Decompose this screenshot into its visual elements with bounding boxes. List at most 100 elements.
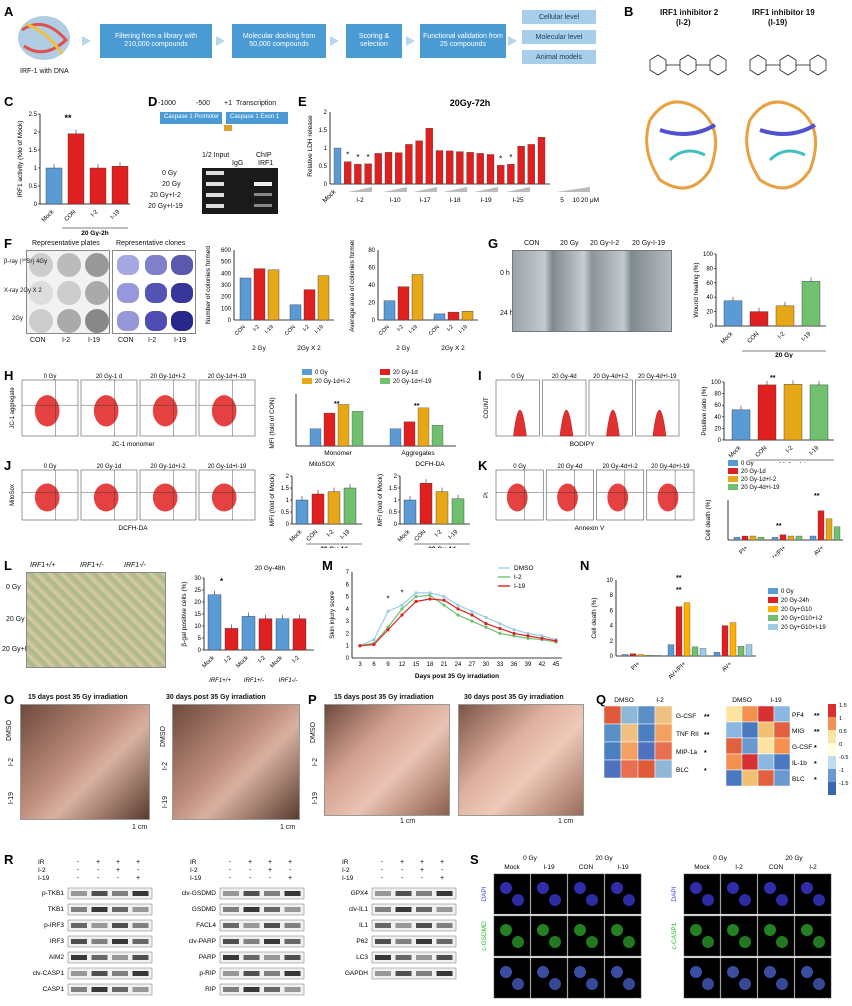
r-blot-band [416, 923, 432, 928]
s-nucleus [776, 936, 788, 948]
c-tick-label: 2 [34, 130, 38, 136]
h-bar [351, 411, 364, 447]
panel-n-letter: N [580, 558, 590, 573]
s-nucleus [813, 936, 825, 948]
r-blot-band [395, 891, 412, 896]
outcome-molecular: Molecular level [522, 30, 596, 44]
h-legend-label: 20 Gy-1d+I-2 [315, 379, 351, 385]
g-category-label: Mock [720, 330, 735, 345]
o-title-15d: 15 days post 35 Gy irradiation [28, 694, 128, 701]
r-blot-band [223, 939, 239, 944]
s-col-label: Mock [504, 864, 520, 871]
n-bar [653, 655, 661, 657]
j-ylabel: MitoSox [10, 484, 16, 506]
q-heatmap-cell [603, 705, 622, 725]
q-heatmap-cell [637, 741, 656, 761]
r-blot-band [284, 971, 301, 976]
f2-bar [447, 311, 460, 321]
j2-title: DCFH-DA [415, 461, 445, 468]
r-treatment-mark: - [77, 867, 80, 874]
j-plot-title: 20 Gy-1d+I-2 [150, 464, 186, 470]
chart-k-cell-death: 0 Gy 20 Gy-1d 20 Gy-1d+I-2 20 Gy-4d+I-19 Cel… [705, 460, 843, 558]
r-blot-frame [371, 903, 457, 916]
h-bar [417, 407, 430, 447]
s-row-label: Merge [481, 968, 488, 987]
e-dose-legend-label: 20 μM [581, 197, 599, 204]
j-dot-cloud [211, 483, 237, 512]
j2-tick-label: 0.5 [389, 510, 398, 516]
k-bar [757, 537, 765, 541]
m-point [400, 613, 404, 617]
panel-j-letter: J [4, 458, 12, 473]
j1-ylabel: MFI (fold of Mock) [269, 474, 276, 526]
k-bar [787, 535, 795, 541]
s-nucleus [702, 978, 714, 990]
l-chart-title: 20 Gy-48h [255, 565, 286, 572]
k-plot-title: 20 Gy-4d+I-19 [651, 464, 690, 470]
f2-tick-label: 0 [372, 318, 376, 324]
r-blot-band [264, 939, 280, 944]
s-nucleus [549, 936, 561, 948]
f1-category-label: CON [284, 324, 297, 337]
f2-tick-label: 80 [368, 248, 375, 254]
n-tick-label: 6 [610, 608, 614, 614]
n-tick-label: 8 [610, 593, 614, 599]
h-legend-label: 20 Gy-1d [393, 370, 418, 376]
q-heatmap-cell [725, 721, 743, 739]
m-point [442, 594, 446, 599]
panel-o-letter: O [4, 692, 15, 707]
f1-category-label: I-2 [302, 324, 311, 333]
n-legend-swatch [768, 615, 778, 621]
i-ylabel: COUNT [484, 397, 490, 419]
s-nucleus [611, 882, 623, 894]
g-row-24h: 24 h [500, 310, 514, 317]
r-blot-band [223, 907, 239, 912]
r-blot-band [71, 907, 87, 912]
r-blot-band [91, 891, 108, 896]
r-treatment-mark: + [248, 859, 252, 866]
n-bar [691, 646, 699, 657]
panel-q-letter: Q [596, 692, 607, 707]
o-row-dmso-2: DMSO [160, 726, 167, 747]
m-legend-label: I-2 [514, 574, 522, 581]
panel-a-letter: A [4, 4, 14, 19]
r-treatment-mark: - [97, 867, 100, 874]
j1-tick-label: 0.5 [281, 510, 290, 516]
o-row-i2-2: I-2 [162, 762, 169, 771]
i-tick-label: 20 [714, 426, 721, 432]
s-col-label: CON [579, 864, 594, 871]
f1-category-label: CON [234, 324, 247, 337]
q-scale-tick: 0.5 [839, 729, 847, 735]
k-group-label: PI+ [739, 545, 750, 556]
n-legend-label: 0 Gy [781, 589, 794, 595]
f-col-title-clones: Representative clones [116, 240, 186, 247]
outcome-cellular: Cellular level [522, 10, 596, 24]
h-ylabel: JC-1 aggregate [10, 387, 16, 429]
l-tick-label: 25 [194, 588, 201, 594]
s-nucleus [500, 882, 512, 894]
h-sig-mark: ** [334, 401, 340, 408]
e-sig-mark: * [356, 153, 359, 162]
o-row-i2: I-2 [8, 758, 15, 767]
n-legend-label: 20 Gy-24h [781, 598, 809, 604]
q-left-sig: ** [704, 714, 710, 721]
f1-category-label: I-19 [264, 324, 275, 335]
chart-l-beta-gal: 20 Gy-48h 0 5 10 15 20 25 30 β-gal positive cell… [181, 565, 314, 684]
q-scale-bar [828, 769, 836, 782]
chip-col-irf1: IRF1 [258, 160, 274, 167]
s-cell-image [530, 873, 568, 915]
j1-tick-label: 1 [286, 498, 290, 504]
j-dot-cloud [152, 483, 178, 512]
n-legend-swatch [768, 588, 778, 594]
r-treatment-label: I-19 [342, 875, 354, 882]
r-treatment-mark: - [117, 875, 120, 882]
n-legend-swatch [768, 624, 778, 630]
m-xtick-label: 6 [372, 662, 376, 668]
e-bar [527, 144, 535, 185]
j1-bar [295, 499, 309, 525]
r-protein-label: GAPDH [345, 970, 368, 977]
representative-plates-image [26, 250, 110, 334]
panel-r-letter: R [4, 852, 14, 867]
i-plot-frame [588, 379, 633, 437]
q-right-col-label: DMSO [732, 697, 752, 704]
